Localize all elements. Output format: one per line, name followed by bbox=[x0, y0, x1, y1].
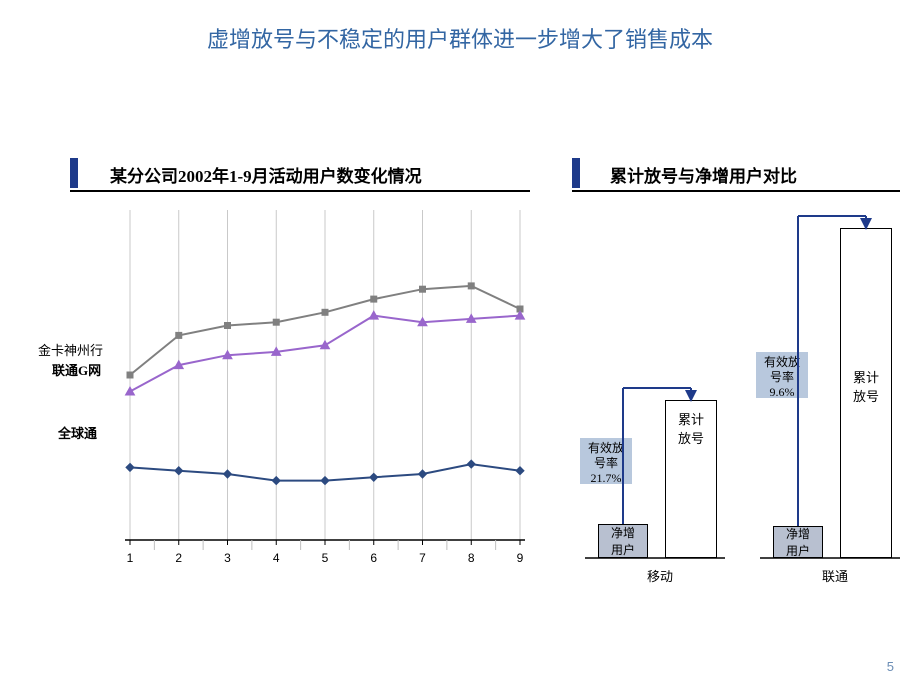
right-bracket-overlay bbox=[0, 0, 920, 690]
page-number: 5 bbox=[887, 659, 894, 674]
